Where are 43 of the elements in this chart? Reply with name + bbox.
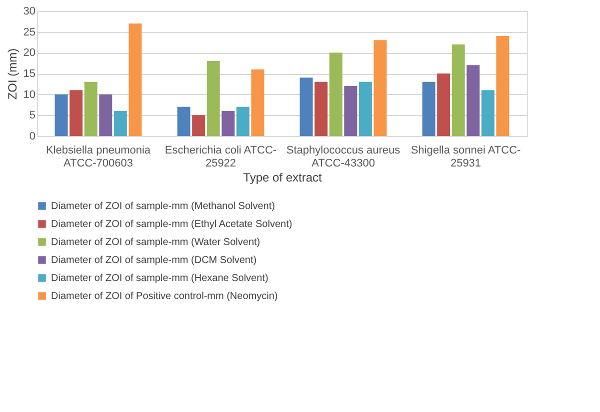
- legend-label: Diameter of ZOI of sample-mm (Methanol Solvent): [51, 201, 275, 212]
- y-tick-label: 30: [23, 6, 36, 18]
- y-tick-label: 10: [23, 88, 36, 101]
- bar: [496, 36, 510, 136]
- y-tick-label: 25: [23, 26, 36, 38]
- x-axis-title: Type of extract: [243, 170, 323, 184]
- x-tick-label: Escherichia coli ATCC- 25922: [164, 144, 277, 170]
- bar: [128, 24, 142, 136]
- y-tick-label: 5: [29, 110, 36, 122]
- x-tick-label: Klebsiella pneumonia ATCC-700603: [46, 144, 152, 170]
- legend-label: Diameter of ZOI of sample-mm (DCM Solvent): [51, 255, 257, 266]
- bar: [314, 82, 328, 136]
- bar: [481, 90, 494, 136]
- legend-label: Diameter of ZOI of sample-mm (Ethyl Acetate Solvent): [51, 219, 292, 230]
- bar: [236, 106, 250, 136]
- bar: [54, 94, 68, 136]
- bar: [114, 111, 127, 136]
- bar: [422, 82, 436, 136]
- bar: [358, 82, 372, 136]
- bar: [466, 65, 480, 136]
- bar: [329, 52, 342, 136]
- bar: [192, 115, 206, 136]
- y-tick-label: 15: [23, 68, 36, 80]
- bar: [251, 69, 264, 136]
- y-tick-label: 20: [23, 47, 36, 60]
- bar: [300, 78, 313, 136]
- bar: [452, 44, 465, 136]
- legend-label: Diameter of ZOI of sample-mm (Hexane Solvent): [51, 273, 268, 284]
- bar: [70, 90, 83, 136]
- legend-label: Diameter of ZOI of Positive control-mm (Neomycin): [51, 291, 278, 302]
- legend-label: Diameter of ZOI of sample-mm (Water Solvent): [51, 237, 260, 248]
- x-tick-label: Shigella sonnei ATCC- 25931: [410, 144, 522, 170]
- bar: [344, 86, 358, 136]
- x-tick-label: Staphylococcus aureus ATCC-43300: [286, 144, 401, 170]
- bar: [177, 106, 190, 136]
- bar: [99, 94, 112, 136]
- bar: [84, 82, 98, 136]
- bar: [437, 74, 450, 136]
- bar: [374, 40, 387, 136]
- y-tick-label: 0: [29, 130, 36, 142]
- bar: [206, 61, 220, 136]
- bar: [222, 111, 235, 136]
- y-axis-title: ZOI (mm): [5, 48, 20, 100]
